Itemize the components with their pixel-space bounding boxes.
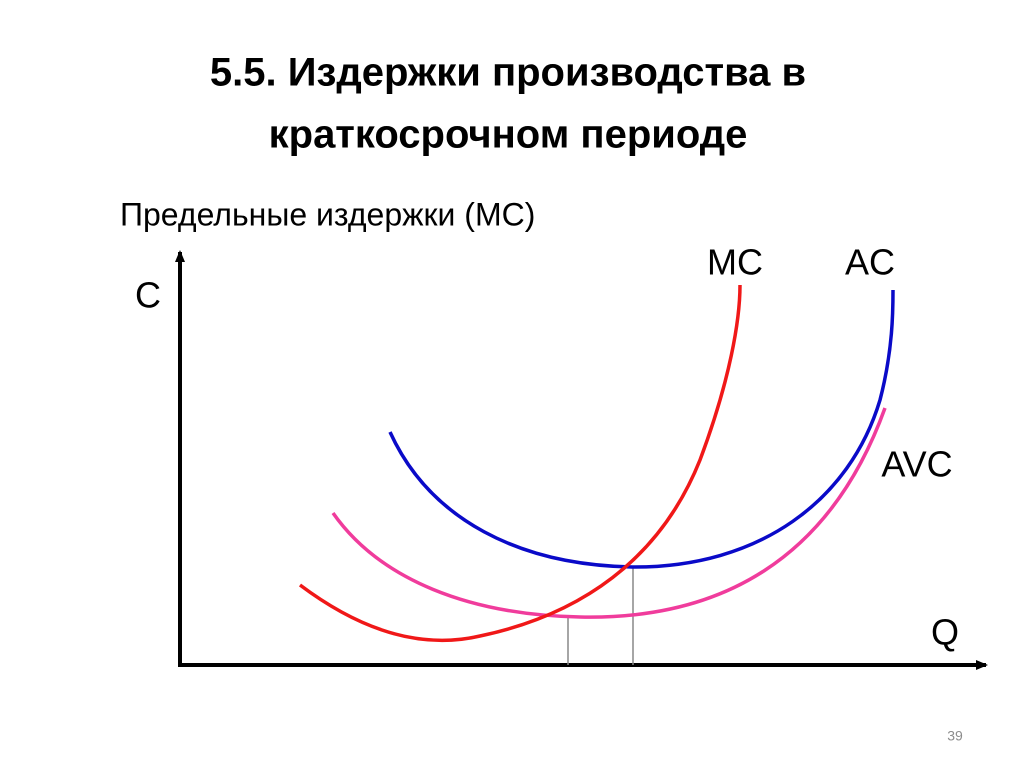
avc-curve — [331, 407, 887, 619]
curve-label: AC — [845, 242, 895, 283]
axis-label: C — [135, 275, 161, 316]
title-line: краткосрочном периоде — [269, 113, 748, 157]
mc-curve — [298, 284, 742, 643]
ac-curve — [388, 289, 895, 569]
title-line: 5.5. Издержки производства в — [210, 51, 806, 95]
page-number: 39 — [947, 728, 963, 744]
axis-label: Q — [931, 612, 959, 653]
curve-label: MC — [707, 242, 763, 283]
curve-label: AVC — [881, 444, 952, 485]
subtitle: Предельные издержки (МС) — [120, 196, 535, 232]
